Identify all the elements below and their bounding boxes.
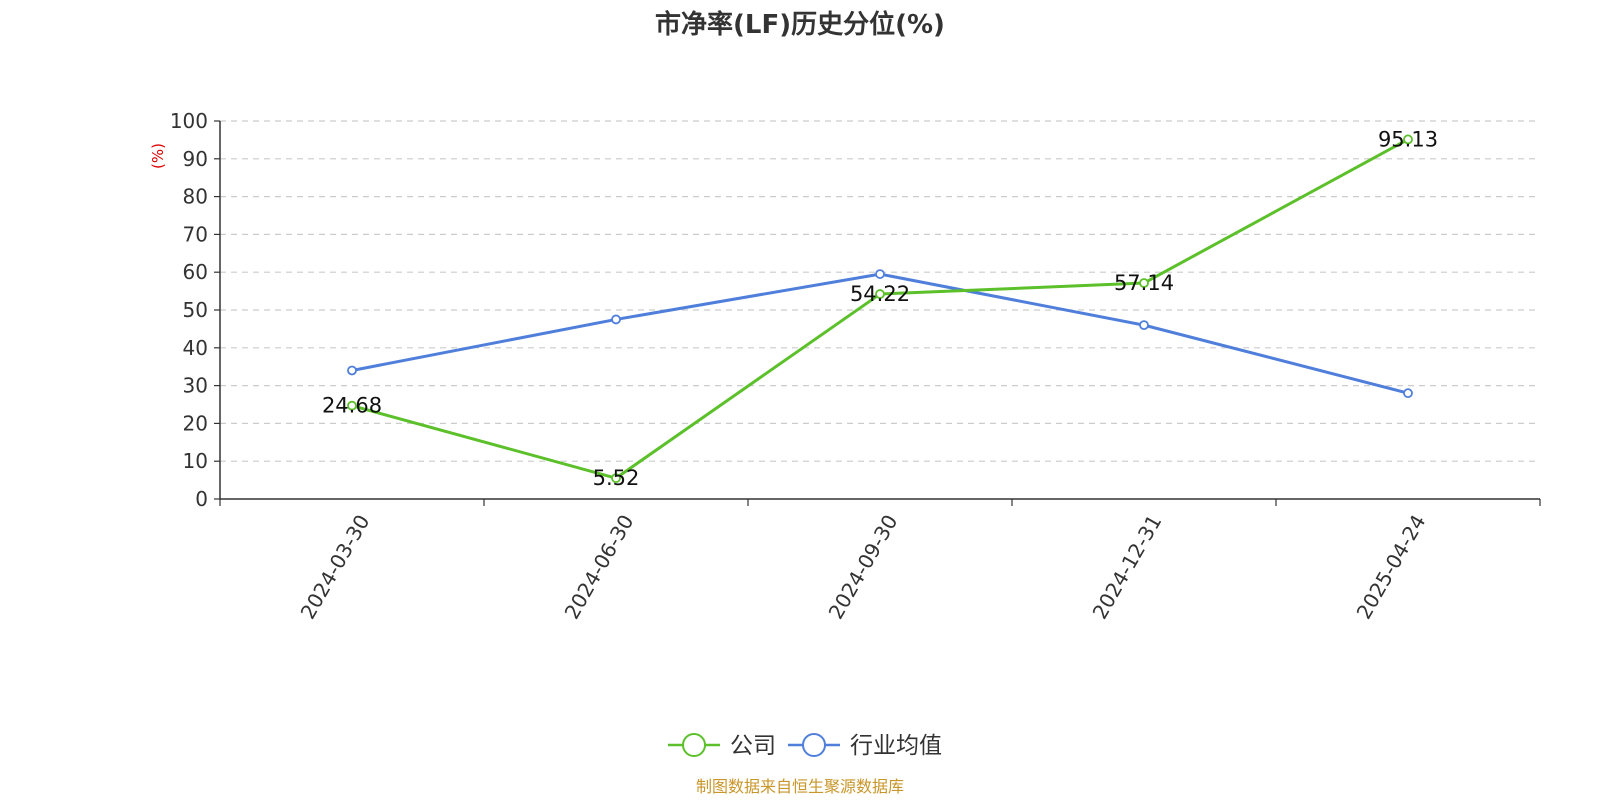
data-point[interactable] xyxy=(347,400,357,411)
data-point[interactable] xyxy=(1139,320,1149,331)
y-tick-label: 0 xyxy=(195,487,208,511)
data-point[interactable] xyxy=(1403,388,1413,399)
x-tick-label: 2024-06-30 xyxy=(560,511,639,624)
x-tick-label: 2024-09-30 xyxy=(824,511,903,624)
y-tick-label: 100 xyxy=(170,109,208,133)
data-point[interactable] xyxy=(611,314,621,325)
y-tick-label: 40 xyxy=(183,336,208,360)
data-point[interactable] xyxy=(875,269,885,279)
source-note: 制图数据来自恒生聚源数据库 xyxy=(696,777,904,796)
data-point[interactable] xyxy=(1139,278,1149,288)
y-tick-label: 80 xyxy=(183,185,208,209)
data-label: 95.13 xyxy=(1378,127,1438,151)
chart-title: 市净率(LF)历史分位(%) xyxy=(655,9,945,40)
x-tick-label: 2024-12-31 xyxy=(1088,511,1167,624)
y-tick-label: 60 xyxy=(183,260,208,284)
data-label: 57.14 xyxy=(1114,271,1174,295)
y-tick-label: 30 xyxy=(183,374,208,398)
legend-label: 公司 xyxy=(730,733,776,759)
data-point[interactable] xyxy=(347,365,357,376)
data-label: 54.22 xyxy=(850,282,910,306)
x-tick-label: 2024-03-30 xyxy=(296,511,375,624)
y-tick-label: 50 xyxy=(183,298,208,322)
legend[interactable]: 公司 行业均值 xyxy=(668,733,942,759)
legend-circle-icon xyxy=(682,733,706,757)
data-point[interactable] xyxy=(1403,134,1413,145)
y-tick-label: 90 xyxy=(183,147,208,171)
y-tick-label: 70 xyxy=(183,222,208,246)
series-layer: 24.68 5.52 54.22 57.14 95.13 xyxy=(322,127,1438,490)
legend-label: 行业均值 xyxy=(850,733,942,759)
series-line xyxy=(351,138,1409,480)
y-tick-label: 10 xyxy=(183,449,208,473)
y-axis-label: (%) xyxy=(149,143,167,169)
x-tick-label: 2025-04-24 xyxy=(1352,511,1431,624)
data-label: 24.68 xyxy=(322,394,382,418)
data-point[interactable] xyxy=(611,473,621,484)
legend-item[interactable]: 行业均值 xyxy=(788,733,942,759)
y-tick-label: 20 xyxy=(183,411,208,435)
legend-circle-icon xyxy=(802,733,826,757)
legend-item[interactable]: 公司 xyxy=(668,733,776,759)
data-label: 5.52 xyxy=(593,466,640,490)
data-point[interactable] xyxy=(875,289,885,299)
